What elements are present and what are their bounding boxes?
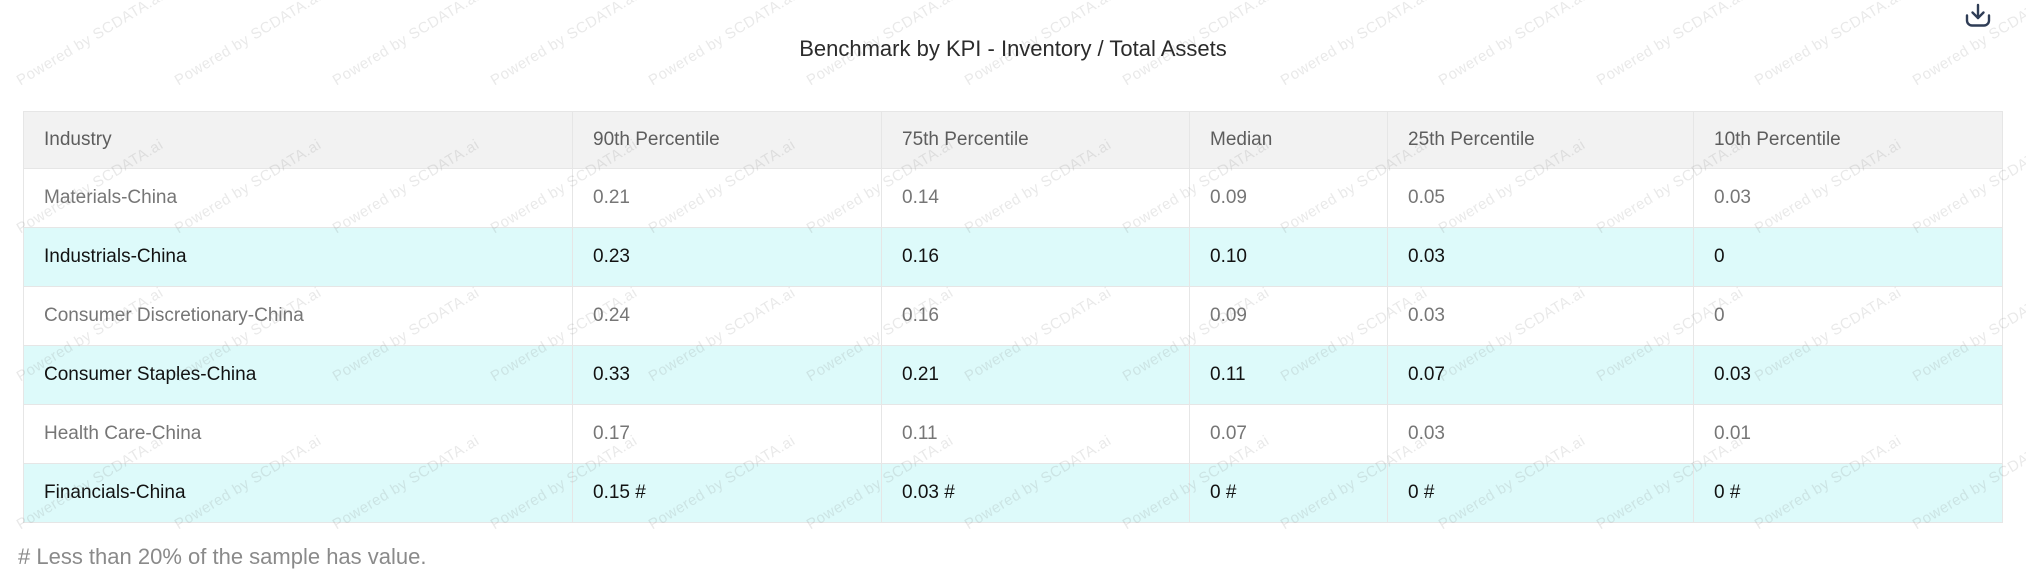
table-row: Industrials-China 0.23 0.16 0.10 0.03 0	[23, 227, 2003, 287]
value-cell: 0.17	[572, 404, 882, 464]
table-header-row: Industry 90th Percentile 75th Percentile Me…	[23, 111, 2003, 169]
column-header: Median	[1189, 111, 1388, 169]
value-cell: 0.05	[1387, 168, 1694, 228]
table-row: Health Care-China 0.17 0.11 0.07 0.03 0.01	[23, 404, 2003, 464]
value-cell: 0.03	[1693, 168, 2003, 228]
download-icon	[1958, 3, 1998, 39]
table-body: Materials-China 0.21 0.14 0.09 0.05 0.03 Indus…	[23, 168, 2003, 523]
value-cell: 0.15 #	[572, 463, 882, 523]
industry-cell: Health Care-China	[23, 404, 573, 464]
column-header: 90th Percentile	[572, 111, 882, 169]
industry-cell: Materials-China	[23, 168, 573, 228]
benchmark-table-wrapper: Industry 90th Percentile 75th Percentile Me…	[23, 111, 2003, 523]
table-row: Consumer Discretionary-China 0.24 0.16 0.09…	[23, 286, 2003, 346]
page-title: Benchmark by KPI - Inventory / Total Ass…	[799, 36, 1227, 61]
table-row: Consumer Staples-China 0.33 0.21 0.11 0.07 0.…	[23, 345, 2003, 405]
value-cell: 0.14	[881, 168, 1190, 228]
industry-cell: Consumer Staples-China	[23, 345, 573, 405]
value-cell: 0.07	[1387, 345, 1694, 405]
industry-cell: Financials-China	[23, 463, 573, 523]
benchmark-table: Industry 90th Percentile 75th Percentile Me…	[23, 111, 2003, 523]
value-cell: 0.11	[881, 404, 1190, 464]
value-cell: 0	[1693, 286, 2003, 346]
value-cell: 0.07	[1189, 404, 1388, 464]
value-cell: 0.03	[1693, 345, 2003, 405]
value-cell: 0	[1693, 227, 2003, 287]
value-cell: 0.33	[572, 345, 882, 405]
value-cell: 0.03	[1387, 286, 1694, 346]
value-cell: 0.03	[1387, 227, 1694, 287]
value-cell: 0.11	[1189, 345, 1388, 405]
value-cell: 0.01	[1693, 404, 2003, 464]
value-cell: 0.09	[1189, 286, 1388, 346]
download-button[interactable]	[1956, 2, 2000, 38]
column-header: 75th Percentile	[881, 111, 1190, 169]
value-cell: 0 #	[1693, 463, 2003, 523]
value-cell: 0.23	[572, 227, 882, 287]
value-cell: 0.21	[881, 345, 1190, 405]
footnote-text: # Less than 20% of the sample has value.	[18, 544, 427, 569]
column-header: 25th Percentile	[1387, 111, 1694, 169]
column-header: Industry	[23, 111, 573, 169]
table-row: Financials-China 0.15 #0.03 #0 #0 #0 #	[23, 463, 2003, 523]
value-cell: 0 #	[1189, 463, 1388, 523]
value-cell: 0.24	[572, 286, 882, 346]
industry-cell: Industrials-China	[23, 227, 573, 287]
column-header: 10th Percentile	[1693, 111, 2003, 169]
value-cell: 0.16	[881, 286, 1190, 346]
table-row: Materials-China 0.21 0.14 0.09 0.05 0.03	[23, 168, 2003, 228]
value-cell: 0.16	[881, 227, 1190, 287]
industry-cell: Consumer Discretionary-China	[23, 286, 573, 346]
value-cell: 0.10	[1189, 227, 1388, 287]
value-cell: 0.09	[1189, 168, 1388, 228]
value-cell: 0.03 #	[881, 463, 1190, 523]
value-cell: 0 #	[1387, 463, 1694, 523]
value-cell: 0.21	[572, 168, 882, 228]
value-cell: 0.03	[1387, 404, 1694, 464]
